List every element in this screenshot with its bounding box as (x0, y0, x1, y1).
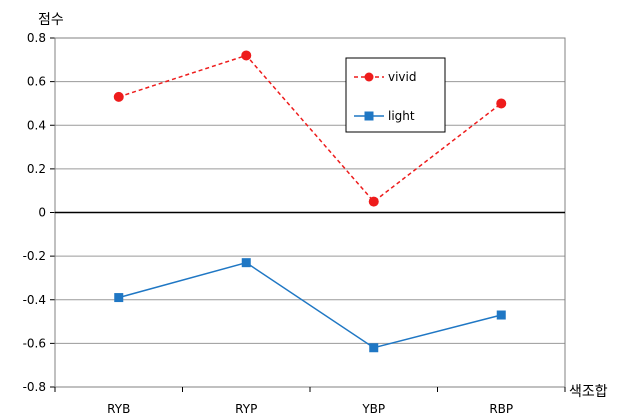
legend-marker-vivid (364, 72, 374, 82)
data-point-light (496, 310, 506, 320)
data-point-vivid (113, 91, 124, 102)
x-axis-title: 색조합 (569, 384, 608, 400)
data-point-light (369, 343, 379, 353)
data-point-vivid (241, 50, 252, 61)
legend-label-light: light (388, 109, 415, 123)
data-point-light (241, 258, 251, 268)
y-tick-label: 0 (38, 206, 46, 220)
legend-label-vivid: vivid (388, 70, 417, 84)
x-axis-tick-labels: RYB RYP YBP RBP (54, 387, 566, 416)
y-tick-label: -0.2 (23, 249, 46, 263)
y-tick-label: 0.4 (27, 118, 46, 132)
y-tick-label: 0.8 (27, 31, 46, 45)
y-tick-label: -0.4 (23, 293, 46, 307)
legend-marker-light (364, 111, 374, 121)
legend-box (345, 57, 446, 133)
series-line-light (118, 261, 502, 349)
y-tick-label: 0.6 (27, 75, 46, 89)
y-axis-title: 점수 (38, 12, 64, 28)
y-tick-label: 0.2 (27, 162, 46, 176)
y-axis-tick-labels: 0.8 0.6 0.4 0.2 0 -0.2 -0.4 -0.6 -0.8 (23, 31, 46, 394)
y-tick-label: -0.8 (23, 380, 46, 394)
x-tick-label: RYP (235, 402, 257, 416)
gridlines (50, 37, 565, 388)
series-layer (113, 50, 507, 353)
data-point-vivid (368, 196, 379, 207)
y-tick-label: -0.6 (23, 336, 46, 350)
series-line-vivid (118, 54, 502, 203)
legend: vivid light (345, 57, 446, 133)
data-point-light (114, 293, 124, 303)
x-tick-label: RBP (489, 402, 513, 416)
x-tick-label: RYB (107, 402, 130, 416)
x-tick-label: YBP (361, 402, 385, 416)
data-point-vivid (496, 98, 507, 109)
